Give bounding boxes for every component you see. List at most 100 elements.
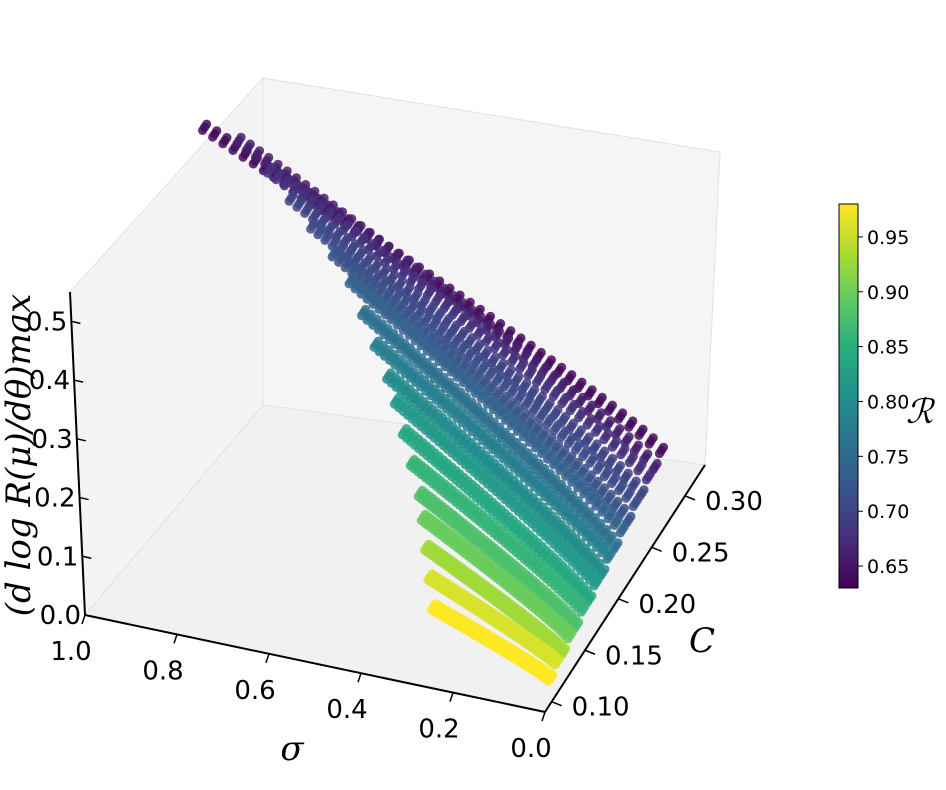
- data-point: [381, 263, 392, 274]
- data-point: [370, 279, 380, 289]
- data-point: [514, 403, 524, 413]
- data-point: [455, 351, 465, 361]
- data-point: [534, 421, 544, 431]
- data-point: [568, 385, 579, 395]
- data-point: [304, 202, 314, 212]
- data-point: [560, 445, 570, 455]
- data-point: [421, 269, 431, 279]
- data-point: [405, 282, 415, 292]
- z-tick-label: 0.1: [37, 542, 78, 572]
- data-point: [541, 442, 551, 452]
- data-point: [485, 311, 496, 321]
- data-point: [648, 433, 658, 443]
- x-tick-label: 0.6: [234, 676, 275, 706]
- data-point: [577, 377, 587, 387]
- data-point: [589, 452, 599, 462]
- data-point: [351, 226, 361, 236]
- data-point: [377, 284, 387, 294]
- data-point: [452, 320, 462, 330]
- data-point: [595, 421, 605, 431]
- data-point: [426, 284, 436, 294]
- z-tick: [84, 614, 95, 618]
- scatter-points: [198, 119, 669, 686]
- data-point: [300, 187, 310, 197]
- data-point: [582, 445, 592, 455]
- data-point: [480, 387, 490, 398]
- data-point: [632, 495, 642, 505]
- data-point: [424, 310, 434, 320]
- data-point: [498, 404, 508, 414]
- data-point: [595, 495, 605, 505]
- data-point: [568, 490, 578, 500]
- data-point: [420, 334, 430, 345]
- z-tick-label: 0.3: [31, 425, 72, 455]
- data-point: [428, 301, 438, 311]
- colorbar-tick-label: 0.80: [867, 391, 909, 413]
- data-point: [410, 312, 420, 322]
- data-point: [408, 324, 418, 334]
- data-point: [527, 365, 537, 375]
- data-point: [417, 304, 427, 315]
- data-point: [522, 348, 532, 358]
- data-point: [576, 425, 586, 435]
- data-point: [567, 432, 578, 442]
- y-tick-label: 0.25: [672, 538, 730, 568]
- data-point: [475, 304, 485, 314]
- data-point: [597, 392, 607, 402]
- data-point: [345, 246, 356, 256]
- data-point: [357, 268, 367, 278]
- data-point: [571, 471, 581, 481]
- data-point: [386, 368, 396, 378]
- series-strip: [263, 162, 656, 485]
- data-point: [603, 465, 614, 475]
- data-point: [360, 258, 370, 268]
- x-tick-label: 0.2: [418, 715, 459, 745]
- colorbar-tick-label: 0.75: [867, 446, 909, 468]
- data-point: [506, 365, 516, 375]
- data-point: [553, 439, 564, 449]
- data-point: [267, 162, 277, 172]
- data-point: [327, 220, 337, 230]
- data-point: [643, 449, 653, 459]
- data-point: [413, 288, 423, 298]
- data-point: [524, 395, 535, 405]
- data-point: [455, 290, 465, 300]
- data-point: [567, 451, 577, 461]
- data-point: [488, 380, 498, 390]
- data-point: [359, 232, 369, 242]
- data-point: [467, 346, 477, 356]
- data-point: [506, 326, 516, 336]
- data-point: [481, 358, 491, 368]
- colorbar-ticks: 0.65 0.70 0.75 0.80 0.85 0.90 0.95: [858, 227, 909, 578]
- colorbar-tick-label: 0.85: [867, 337, 909, 359]
- data-point: [324, 229, 334, 239]
- data-point: [331, 235, 341, 245]
- data-point: [508, 397, 518, 407]
- data-point: [619, 503, 629, 513]
- data-point: [383, 290, 393, 300]
- y-tick-label: 0.20: [638, 590, 696, 620]
- data-point: [459, 326, 469, 336]
- data-point: [301, 180, 311, 190]
- data-point: [477, 324, 487, 334]
- data-point: [561, 392, 571, 402]
- data-point: [637, 460, 647, 470]
- data-point: [624, 432, 634, 442]
- data-point: [547, 433, 557, 443]
- data-point: [402, 319, 412, 329]
- x-tick: [81, 614, 86, 625]
- data-point: [486, 393, 496, 403]
- data-point: [584, 432, 594, 442]
- z-tick-label: 0.4: [29, 366, 70, 396]
- data-point: [522, 426, 533, 436]
- y-tick: [618, 598, 629, 604]
- z-tick: [71, 320, 81, 325]
- data-point: [351, 262, 361, 272]
- data-point: [613, 496, 623, 506]
- data-point: [393, 393, 403, 403]
- data-point: [317, 223, 327, 234]
- data-point: [613, 514, 623, 524]
- data-point: [460, 311, 470, 321]
- data-point: [396, 301, 407, 311]
- z-tick-label: 0.2: [34, 484, 75, 514]
